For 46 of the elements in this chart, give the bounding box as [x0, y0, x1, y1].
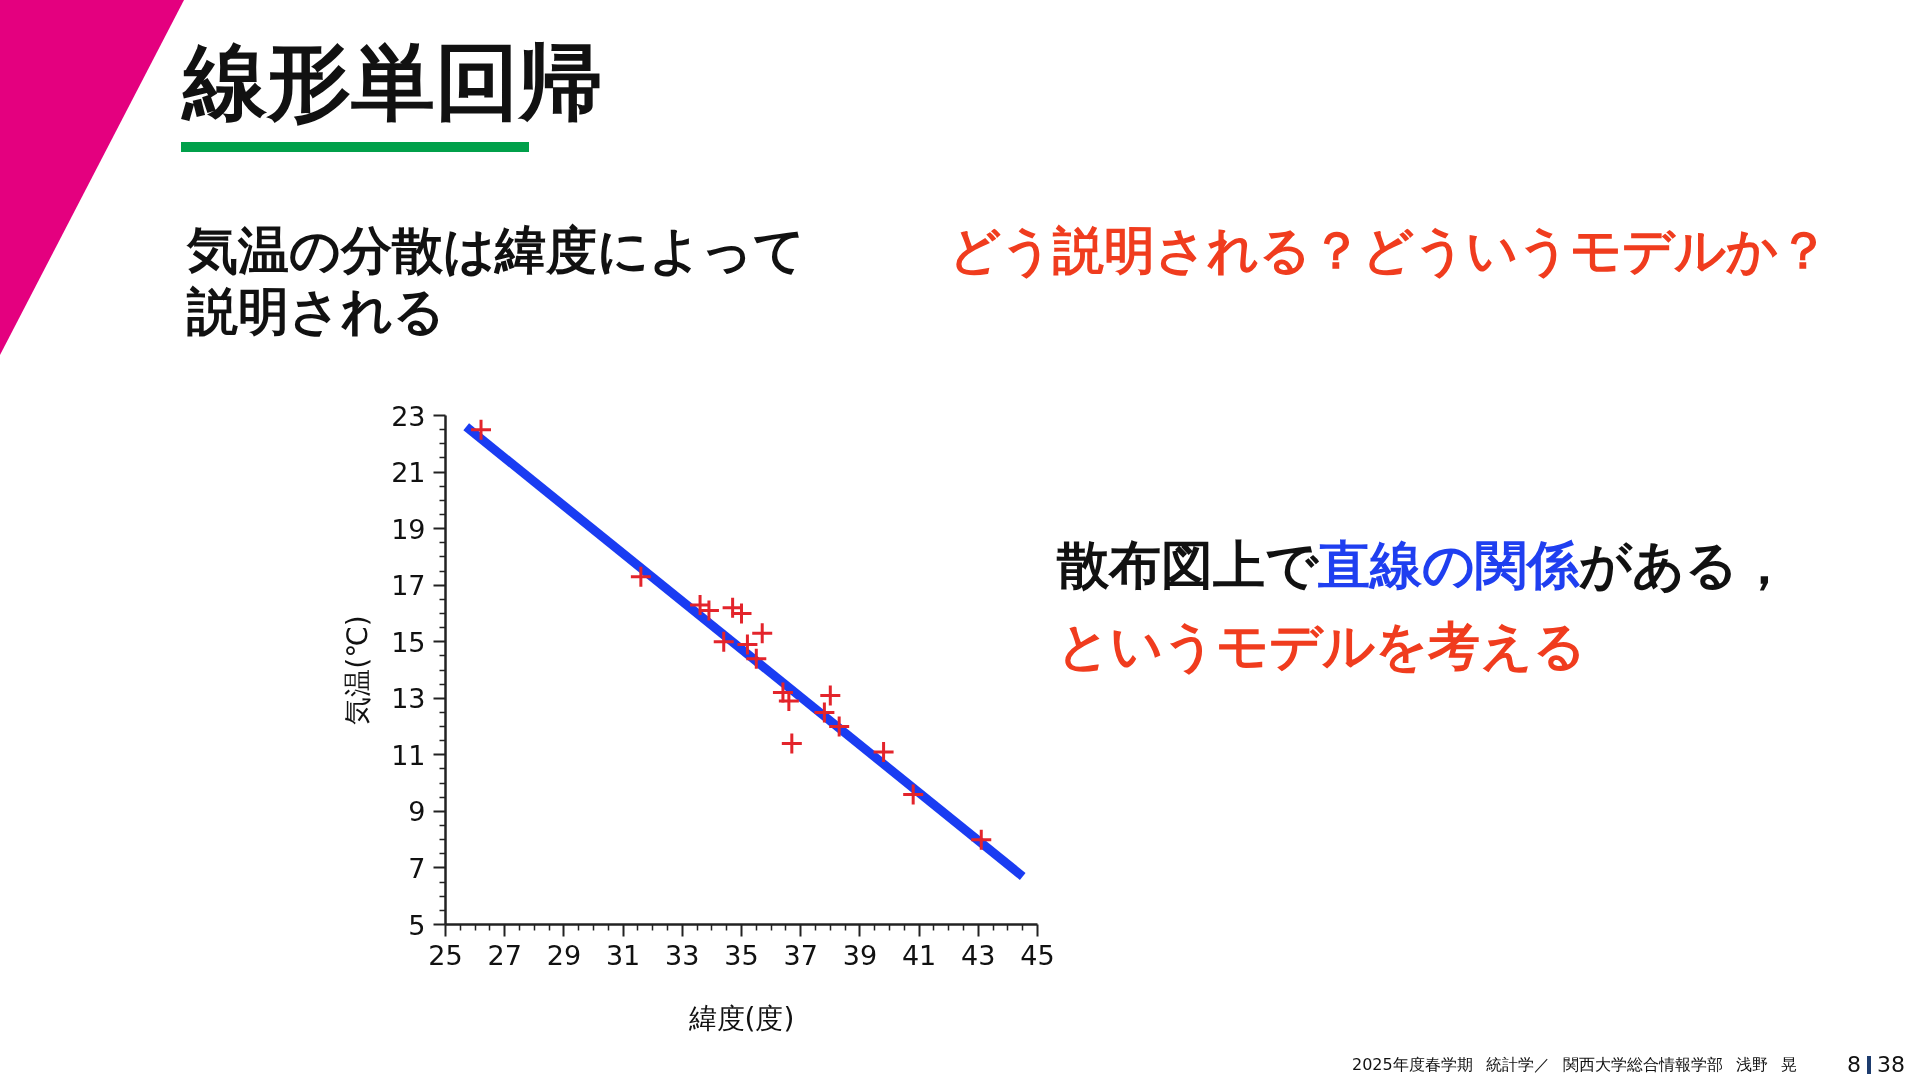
point [872, 740, 896, 764]
point [697, 599, 721, 623]
text: 気温の分散は緯度によって説明される [187, 221, 805, 341]
y-tick-label: 5 [408, 909, 426, 941]
x-tick-label: 31 [605, 939, 641, 971]
text: がある， [1579, 535, 1790, 595]
point [827, 715, 851, 739]
x-tick-label: 45 [1020, 939, 1055, 971]
y-tick-label: 11 [391, 739, 426, 771]
point [969, 828, 993, 852]
x-tick-label: 39 [842, 939, 878, 971]
y-tick-label: 7 [408, 852, 426, 884]
x-tick-label: 27 [487, 939, 522, 971]
x-axis-title: 緯度(度) [687, 1001, 795, 1035]
x-tick-label: 29 [546, 939, 582, 971]
x-tick-label: 25 [428, 939, 463, 971]
y-tick-label: 15 [391, 626, 426, 658]
text: どう説明される？どういうモデルか？ [949, 221, 1829, 280]
text: 2025年度春学期 統計学／ 関西大学総合情報学部 浅野 晃 [1352, 1055, 1798, 1074]
y-tick-label: 23 [391, 400, 426, 432]
text: 直線の関係 [1318, 535, 1579, 595]
point [901, 782, 925, 806]
x-tick-label: 43 [961, 939, 996, 971]
y-tick-label: 19 [391, 513, 426, 545]
y-tick-label: 21 [391, 457, 426, 489]
chart-title: 線形単回帰 [183, 33, 603, 131]
point [629, 565, 653, 589]
text: 8 [1847, 1052, 1861, 1077]
x-tick-label: 41 [901, 939, 937, 971]
point [744, 647, 768, 671]
y-axis-title: 気温(℃) [341, 615, 375, 725]
text: 38 [1877, 1052, 1905, 1077]
point [730, 601, 753, 625]
point [818, 683, 842, 707]
point [712, 630, 736, 654]
y-tick-label: 17 [391, 570, 426, 602]
y-tick-label: 9 [408, 796, 426, 828]
x-tick-label: 35 [724, 939, 759, 971]
point [780, 732, 804, 756]
text: 散布図上で [1057, 535, 1318, 595]
x-tick-label: 33 [665, 939, 700, 971]
y-tick-label: 13 [391, 683, 426, 715]
point [812, 700, 836, 724]
point [469, 418, 493, 442]
x-tick-label: 37 [783, 939, 818, 971]
text: というモデルを考える [1057, 616, 1586, 676]
